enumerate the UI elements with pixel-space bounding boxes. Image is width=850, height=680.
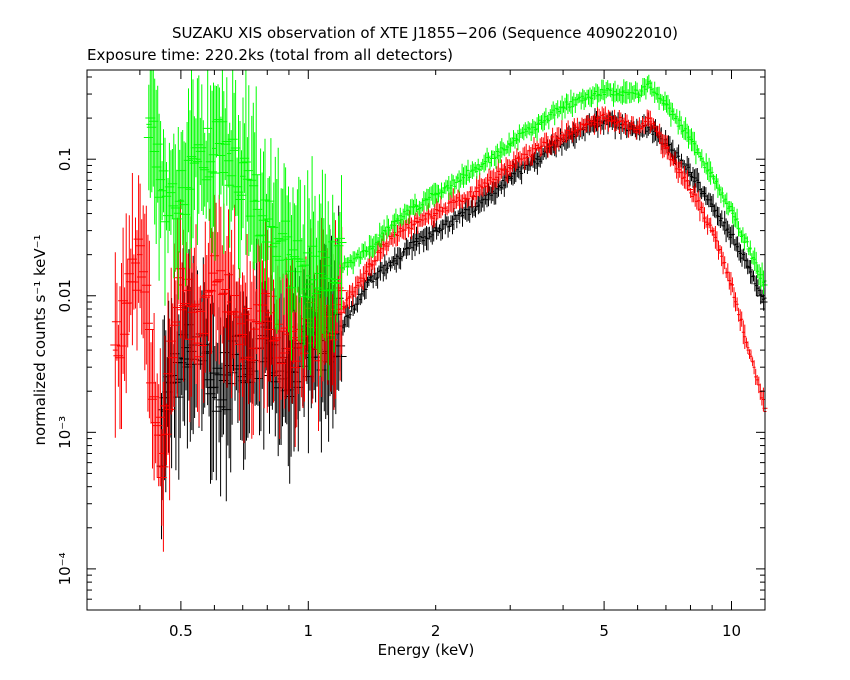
y-tick-label: 0.1: [56, 147, 74, 171]
chart-title: SUZAKU XIS observation of XTE J1855−206 …: [172, 24, 678, 42]
series-2: [143, 70, 768, 381]
data-layer: [110, 70, 768, 552]
series-1: [110, 106, 768, 552]
x-axis-label: Energy (keV): [378, 641, 475, 659]
series-2-errorbars: [143, 70, 767, 381]
y-tick-label: 10⁻³: [56, 416, 74, 449]
y-axis-label: normalized counts s⁻¹ keV⁻¹: [31, 234, 49, 445]
y-tick-label: 0.01: [56, 279, 74, 312]
x-tick-label: 0.5: [169, 622, 193, 640]
series-1-errorbars: [110, 106, 767, 552]
x-tick-label: 10: [722, 622, 741, 640]
y-tick-label: 10⁻⁴: [56, 552, 74, 585]
y-tick-labels: 0.1 0.01 10⁻³ 10⁻⁴: [56, 147, 74, 585]
x-tick-label: 2: [431, 622, 441, 640]
x-tick-label: 5: [599, 622, 609, 640]
tick-layer: [86, 70, 765, 611]
plot-frame: [86, 69, 766, 611]
x-tick-label: 1: [304, 622, 314, 640]
chart-subtitle: Exposure time: 220.2ks (total from all d…: [87, 46, 453, 64]
x-tick-labels: 0.5 1 2 5 10: [169, 622, 741, 640]
